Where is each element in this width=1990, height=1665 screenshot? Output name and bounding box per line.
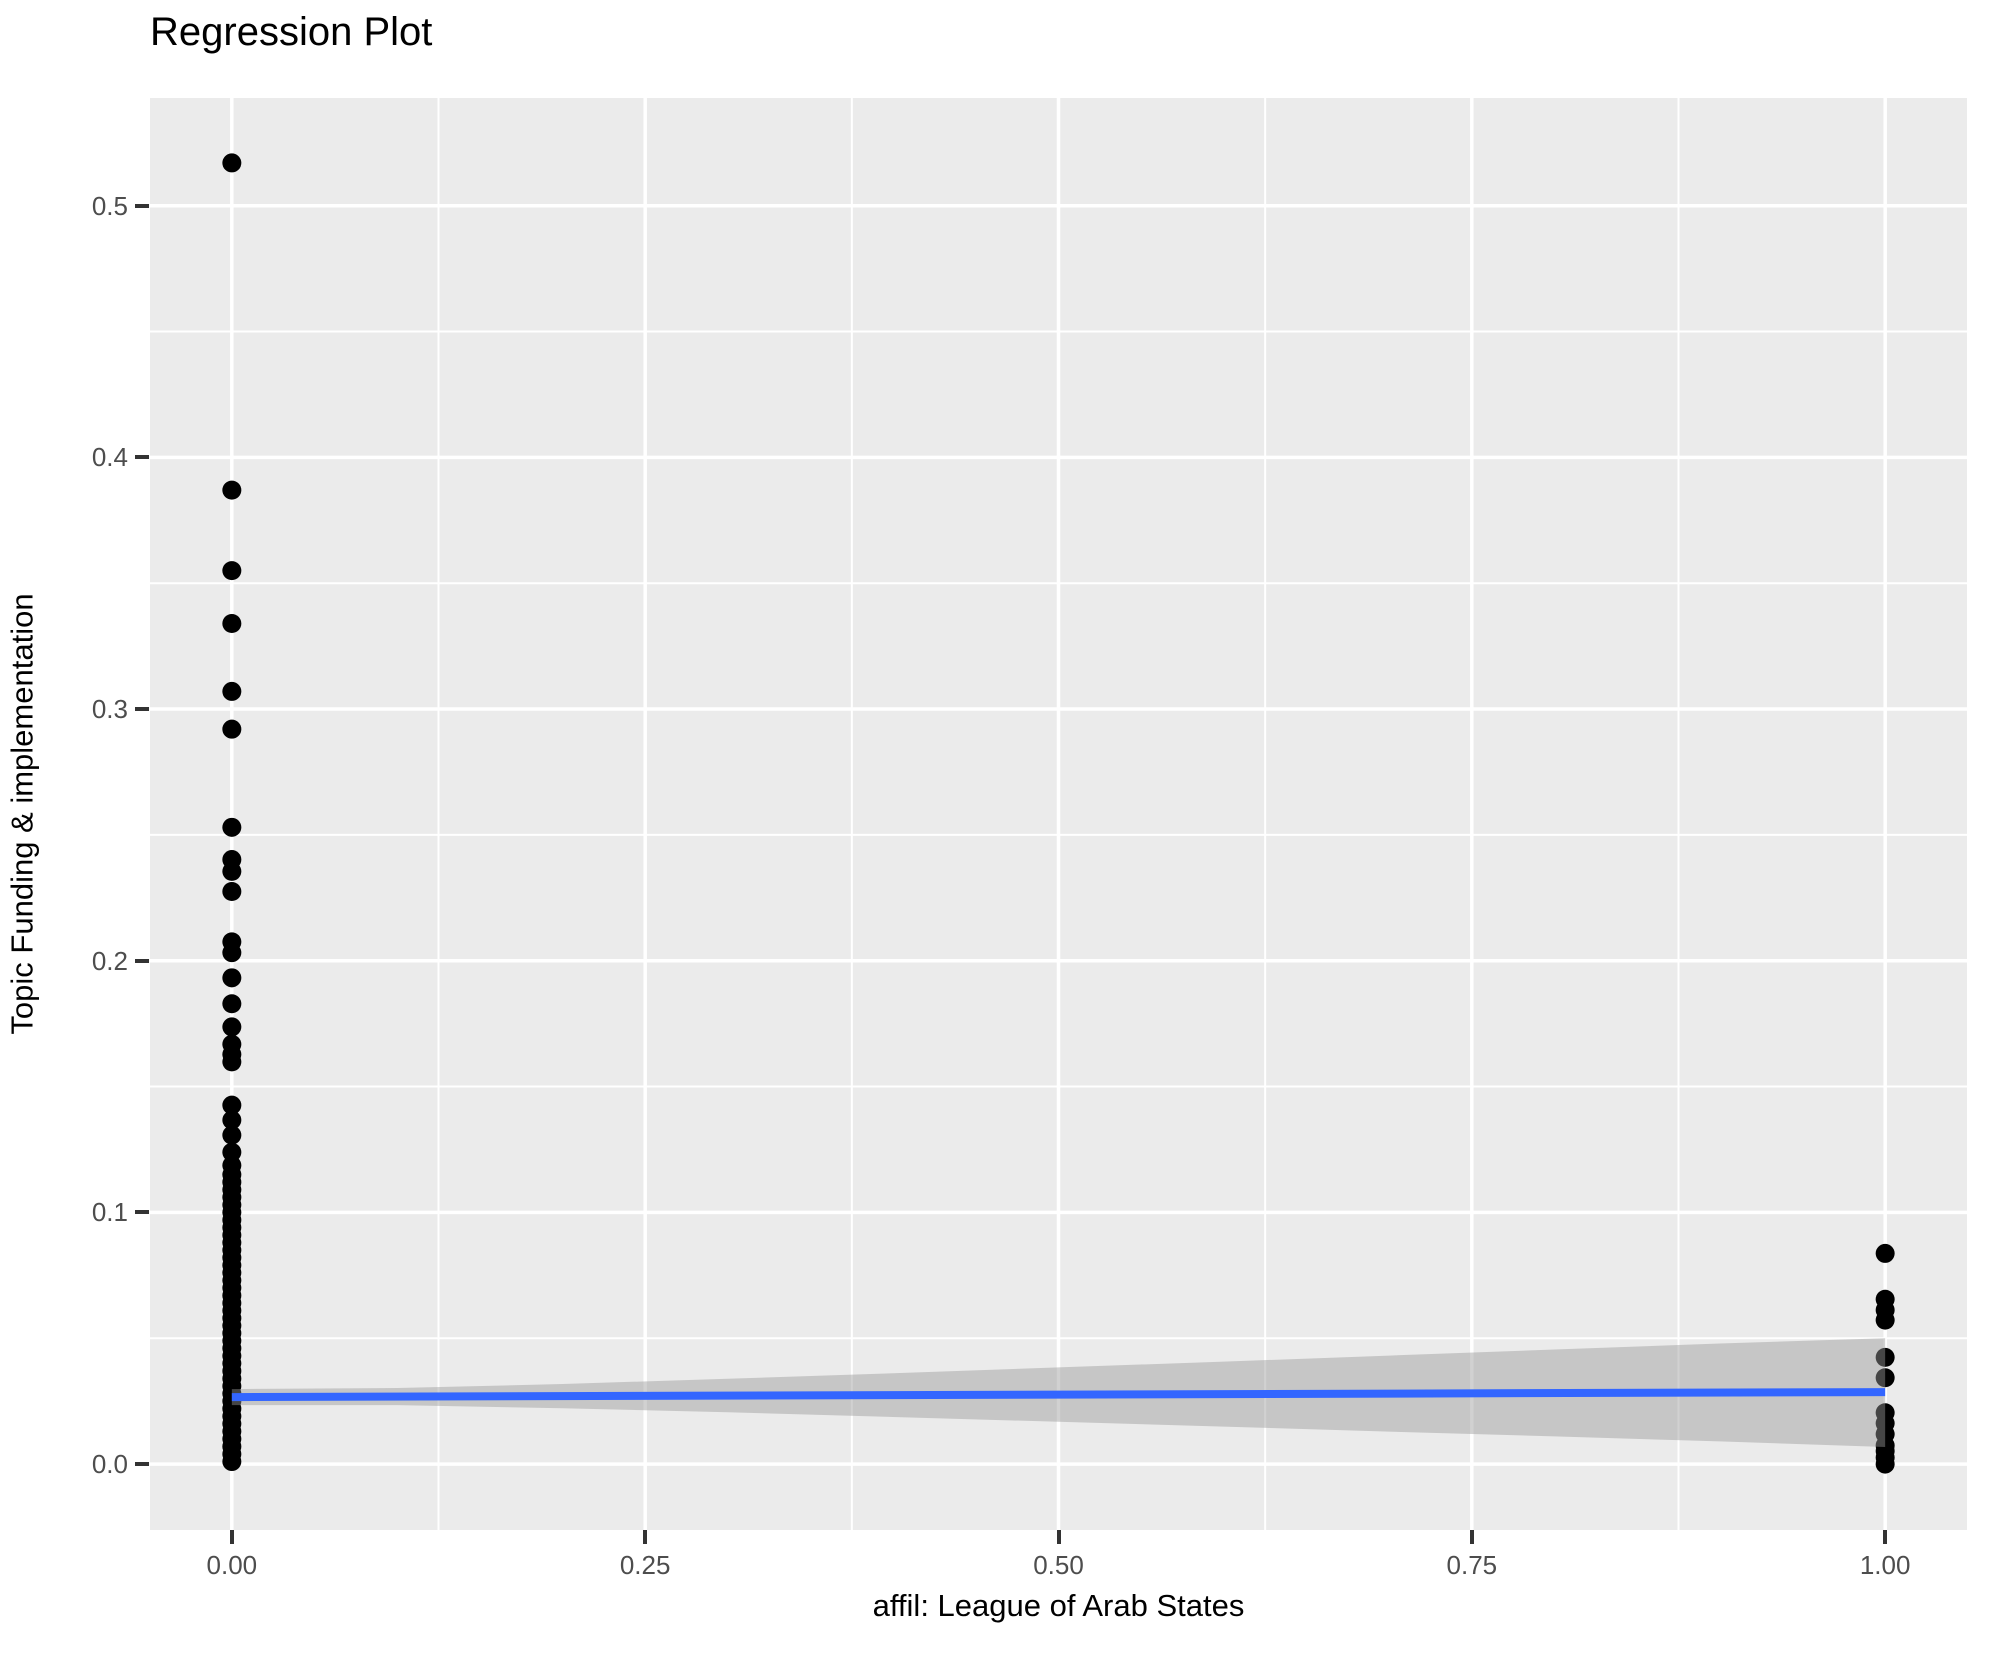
x-tick-mark (1469, 1530, 1474, 1544)
data-point (222, 480, 242, 500)
data-point (222, 561, 242, 581)
x-axis-title: affil: League of Arab States (872, 1588, 1245, 1623)
y-tick-label: 0.4 (91, 442, 128, 473)
data-point (222, 994, 242, 1014)
y-tick-label: 0.0 (91, 1449, 128, 1480)
y-tick-label: 0.2 (91, 945, 128, 976)
data-point (222, 1110, 242, 1130)
plot-title: Regression Plot (150, 10, 433, 54)
x-tick-label: 1.00 (1859, 1550, 1911, 1580)
x-tick-mark (643, 1530, 648, 1544)
y-tick-label: 0.3 (91, 694, 128, 725)
y-axis-title-text: Topic Funding & implementation (5, 593, 41, 1035)
y-axis-title: Topic Funding & implementation (2, 98, 44, 1530)
y-tick-mark (135, 1210, 149, 1215)
data-point (222, 1125, 242, 1145)
x-tick-mark (1883, 1530, 1888, 1544)
data-point (1875, 1243, 1895, 1263)
data-point (1875, 1368, 1895, 1388)
data-point (222, 1017, 242, 1037)
y-tick-mark (135, 707, 149, 712)
plot-panel (150, 98, 1967, 1530)
y-tick-mark (135, 1462, 149, 1467)
data-point (222, 1142, 242, 1162)
data-point (1875, 1347, 1895, 1367)
data-point (222, 613, 242, 633)
y-tick-label: 0.1 (91, 1197, 128, 1228)
data-point (222, 861, 242, 881)
y-tick-label: 0.5 (91, 190, 128, 221)
data-point (222, 681, 242, 701)
data-point (222, 719, 242, 739)
x-tick-label: 0.50 (1033, 1550, 1084, 1580)
data-point (1875, 1454, 1895, 1474)
x-tick-mark (1056, 1530, 1061, 1544)
x-tick-label: 0.00 (206, 1550, 258, 1580)
data-point (1875, 1310, 1895, 1330)
x-tick-label: 0.25 (619, 1550, 671, 1580)
x-tick-label: 0.75 (1446, 1550, 1498, 1580)
data-point (222, 968, 242, 988)
y-tick-mark (135, 958, 149, 963)
data-point (222, 817, 242, 837)
plot-canvas (150, 98, 1967, 1530)
data-point (222, 153, 242, 173)
data-point (222, 1095, 242, 1115)
data-point (222, 1452, 242, 1472)
data-point (222, 943, 242, 963)
data-point (222, 882, 242, 902)
x-tick-mark (229, 1530, 234, 1544)
regression-line (231, 1388, 1886, 1402)
y-tick-mark (135, 455, 149, 460)
y-tick-mark (135, 203, 149, 208)
data-point (222, 1052, 242, 1072)
